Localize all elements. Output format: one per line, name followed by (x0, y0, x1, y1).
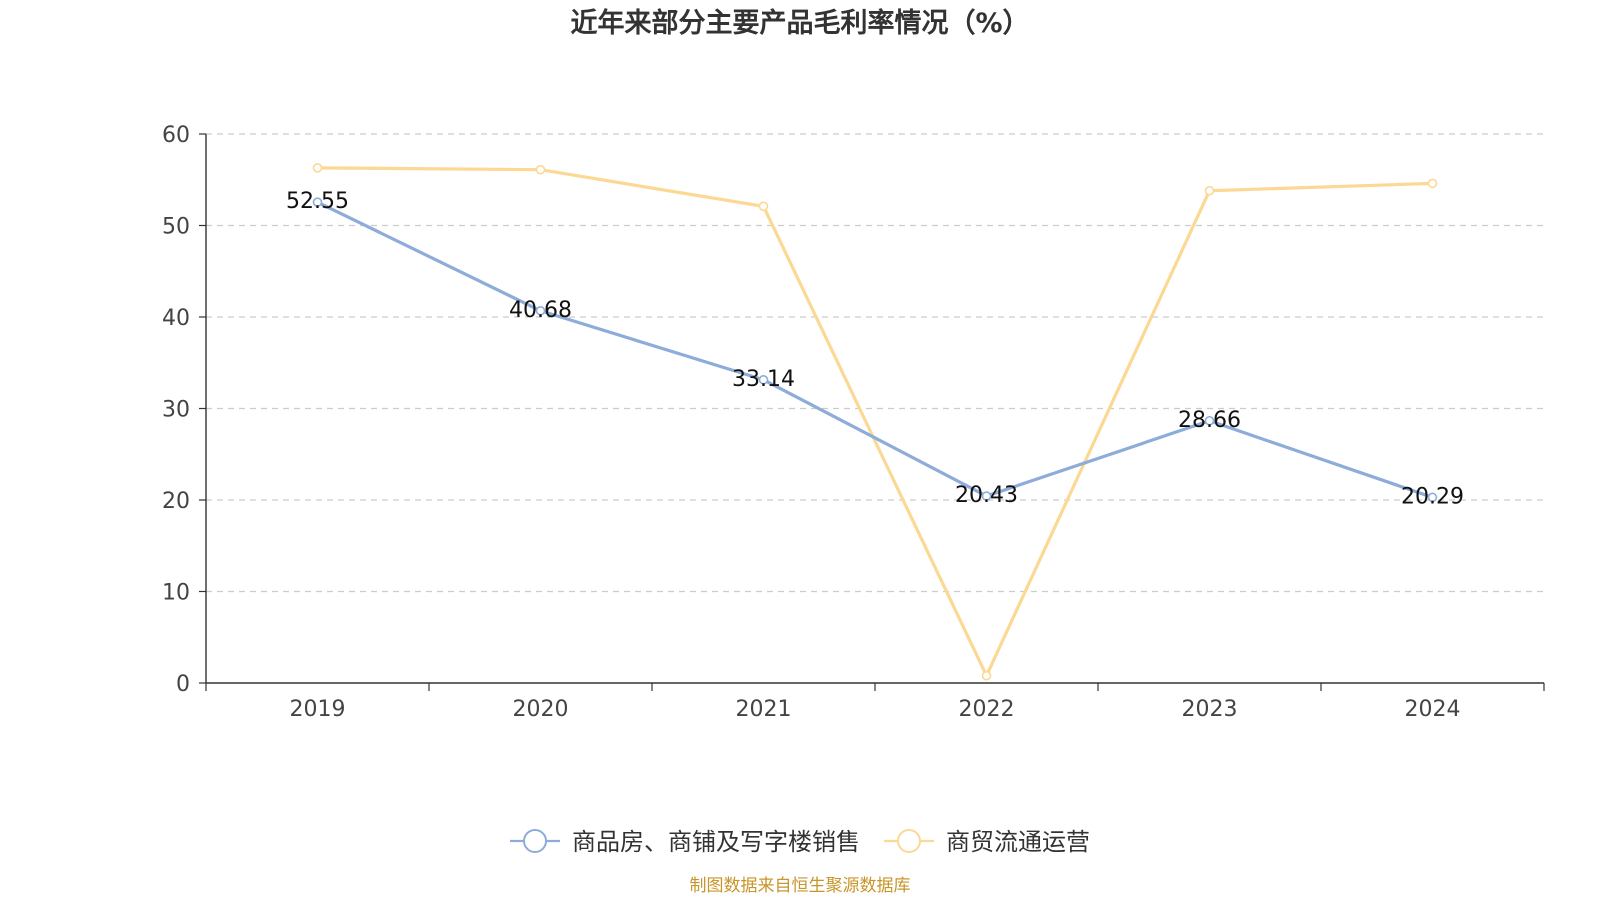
series-1-point[interactable] (758, 201, 769, 212)
series-1-point[interactable] (1427, 178, 1438, 189)
chart-title: 近年来部分主要产品毛利率情况（%） (570, 7, 1029, 39)
y-tick-label: 60 (162, 123, 190, 148)
series-lines (312, 163, 1438, 681)
legend-marker (523, 829, 547, 853)
legend-label: 商贸流通运营 (946, 828, 1090, 856)
series-0-point[interactable] (981, 491, 992, 501)
data-label: 20.29 (1401, 484, 1464, 509)
series-0-point[interactable] (535, 305, 546, 316)
series-line-0 (315, 200, 1435, 499)
series-1-point[interactable] (535, 164, 546, 175)
legend-item-1[interactable]: 商贸流通运营 (884, 828, 1090, 856)
x-tick-label: 2021 (736, 697, 792, 722)
data-label: 28.66 (1178, 408, 1241, 433)
data-label: 40.68 (509, 298, 572, 323)
y-tick-label: 10 (162, 581, 190, 606)
y-tick-label: 40 (162, 306, 190, 331)
series-1-point[interactable] (981, 670, 992, 681)
legend-item-0[interactable]: 商品房、商铺及写字楼销售 (510, 828, 860, 856)
x-tick-label: 2024 (1405, 697, 1461, 722)
legend[interactable]: 商品房、商铺及写字楼销售 商贸流通运营 (510, 828, 1090, 856)
source-note: 制图数据来自恒生聚源数据库 (690, 876, 911, 896)
data-label: 33.14 (732, 367, 795, 392)
data-label: 52.55 (286, 189, 349, 214)
y-tick-label: 30 (162, 398, 190, 423)
series-0-point[interactable] (758, 374, 769, 385)
x-tick-label: 2019 (290, 697, 346, 722)
y-tick-label: 50 (162, 215, 190, 240)
series-line-1 (315, 166, 1435, 678)
legend-marker (897, 829, 921, 853)
series-0-point[interactable] (312, 197, 323, 207)
legend-label: 商品房、商铺及写字楼销售 (572, 828, 860, 856)
data-labels: 52.55 40.68 33.14 20.43 28.66 20.29 (286, 189, 1464, 509)
axes: 0 10 20 30 40 50 60 2019 2020 2021 2022 2023 2024 (162, 123, 1545, 722)
series-0-point[interactable] (1427, 492, 1438, 503)
x-tick-label: 2020 (513, 697, 569, 722)
x-tick-label: 2022 (959, 697, 1015, 722)
y-tick-label: 20 (162, 489, 190, 514)
series-1-point[interactable] (1204, 185, 1215, 196)
grid-lines (206, 133, 1544, 593)
data-label: 20.43 (955, 483, 1018, 508)
series-0-point[interactable] (1204, 415, 1215, 426)
y-tick-label: 0 (176, 672, 190, 697)
x-tick-label: 2023 (1182, 697, 1238, 722)
series-1-point[interactable] (312, 163, 323, 173)
